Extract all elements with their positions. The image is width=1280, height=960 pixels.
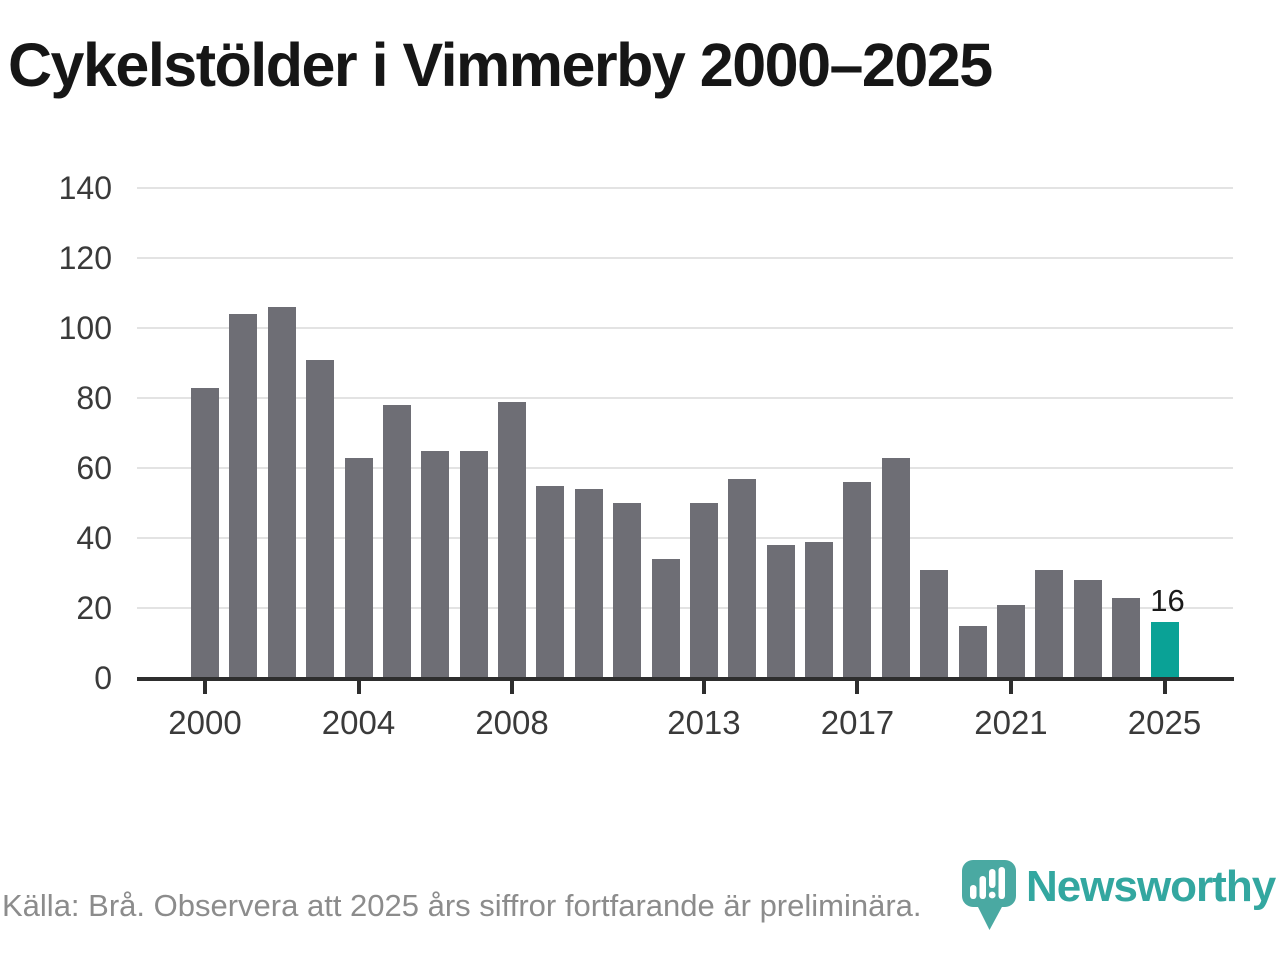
bar-2016 [805, 541, 834, 678]
gridline-80 [137, 397, 1233, 399]
bar-2010 [574, 489, 603, 678]
x-tick-2025 [1162, 681, 1167, 694]
bar-2013 [689, 503, 718, 678]
bar-2003 [306, 359, 335, 678]
newsworthy-wordmark: Newsworthy [1026, 862, 1276, 911]
bar-value-label-2025: 16 [1150, 583, 1185, 618]
bar-2011 [613, 503, 642, 678]
bar-2000 [191, 387, 219, 678]
bar-2008 [498, 401, 527, 678]
bar-2022 [1035, 569, 1064, 678]
x-tick-label-2008: 2008 [475, 704, 549, 741]
source-note: Källa: Brå. Observera att 2025 års siffr… [2, 888, 922, 923]
newsworthy-pin-icon [962, 860, 1016, 930]
bar-2025 [1150, 622, 1179, 678]
y-tick-label-140: 140 [58, 170, 112, 206]
bar-2024 [1112, 597, 1141, 678]
x-tick-label-2021: 2021 [974, 704, 1048, 741]
bar-2007 [459, 450, 488, 678]
x-tick-2008 [510, 681, 515, 694]
chart-title: Cykelstölder i Vimmerby 2000–2025 [8, 31, 993, 99]
bar-2006 [421, 450, 450, 678]
bar-2014 [728, 478, 757, 678]
bar-2002 [267, 307, 296, 678]
x-tick-label-2004: 2004 [321, 704, 396, 741]
x-tick-2000 [203, 681, 207, 694]
x-tick-2021 [1008, 681, 1013, 694]
y-tick-label-100: 100 [58, 310, 112, 346]
x-tick-label-2000: 2000 [168, 704, 242, 741]
y-tick-label-80: 80 [76, 380, 112, 416]
bar-2019 [920, 569, 949, 678]
y-tick-label-20: 20 [76, 590, 112, 626]
bar-2005 [382, 405, 411, 678]
bar-2018 [881, 457, 910, 678]
bar-2004 [344, 457, 373, 678]
gridline-60 [137, 467, 1233, 469]
bar-2021 [996, 604, 1025, 678]
x-tick-2004 [356, 681, 361, 694]
gridline-20 [137, 607, 1233, 609]
x-tick-label-2017: 2017 [820, 704, 895, 741]
y-tick-label-40: 40 [76, 520, 112, 556]
gridline-100 [137, 327, 1233, 329]
newsworthy-logo: Newsworthy [962, 860, 1276, 934]
y-tick-label-60: 60 [76, 450, 112, 486]
bar-2020 [958, 625, 987, 678]
x-tick-2017 [855, 681, 860, 694]
y-tick-label-0: 0 [94, 660, 112, 696]
bar-2017 [843, 482, 872, 678]
bar-2012 [651, 559, 680, 678]
x-tick-label-2025: 2025 [1127, 704, 1202, 741]
gridline-140 [137, 187, 1233, 189]
bar-2001 [229, 314, 258, 678]
gridline-40 [137, 537, 1233, 539]
x-tick-label-2013: 2013 [667, 704, 741, 741]
x-axis-line [137, 677, 1234, 681]
gridline-120 [137, 257, 1233, 259]
bar-2023 [1073, 580, 1102, 678]
y-tick-label-120: 120 [58, 240, 112, 276]
bar-2009 [536, 485, 565, 678]
x-tick-2013 [701, 681, 706, 694]
bar-2015 [766, 545, 795, 678]
